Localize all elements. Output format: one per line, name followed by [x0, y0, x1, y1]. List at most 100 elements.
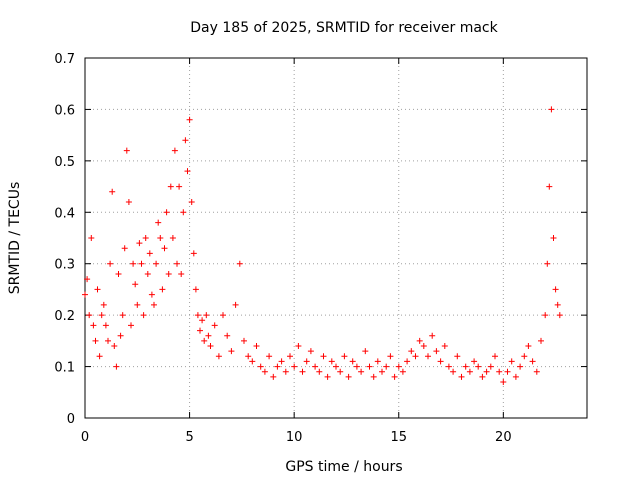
data-point [270, 373, 277, 380]
data-point [508, 358, 515, 365]
y-tick-label: 0.4 [54, 206, 75, 221]
data-point [128, 322, 134, 329]
data-point [148, 291, 155, 298]
data-point [266, 353, 273, 360]
data-point [299, 368, 306, 375]
data-point [274, 363, 281, 370]
data-point [538, 337, 544, 344]
data-point [552, 286, 559, 293]
data-point [366, 363, 373, 370]
y-tick-label: 0.5 [54, 155, 75, 170]
data-point [176, 183, 183, 190]
data-point [548, 106, 555, 113]
data-point [161, 245, 168, 252]
data-point [157, 235, 164, 241]
data-point [546, 183, 553, 190]
data-point [125, 199, 132, 205]
data-point [445, 363, 452, 370]
grid-lines [85, 58, 587, 418]
x-tick-label: 20 [495, 430, 512, 445]
data-point [550, 235, 557, 241]
data-point [236, 260, 243, 267]
data-point [180, 209, 187, 216]
data-point [165, 271, 172, 277]
data-point [115, 271, 122, 277]
data-point [345, 373, 352, 380]
data-point [408, 348, 415, 355]
data-point [433, 348, 440, 355]
data-point [475, 363, 482, 370]
data-point [86, 312, 93, 319]
data-point [199, 317, 206, 324]
data-point [387, 353, 394, 360]
data-point [320, 353, 327, 360]
chart-title: Day 185 of 2025, SRMTID for receiver mac… [190, 20, 498, 36]
data-point [178, 271, 185, 277]
data-point [525, 343, 532, 349]
data-point [84, 276, 91, 283]
data-point [383, 363, 390, 370]
data-point [188, 199, 195, 205]
data-point [92, 337, 99, 344]
data-point [374, 358, 381, 365]
data-point [404, 358, 411, 365]
data-point [500, 379, 507, 385]
data-point [121, 245, 128, 252]
data-point [105, 337, 111, 344]
data-point [136, 240, 143, 247]
data-point [186, 116, 193, 123]
data-point [479, 373, 486, 380]
data-point [341, 353, 348, 360]
y-tick-label: 0.1 [54, 361, 75, 376]
data-point [324, 373, 331, 380]
data-point [119, 312, 126, 319]
data-point [261, 368, 268, 375]
data-point [556, 312, 563, 319]
data-point [312, 363, 319, 370]
data-point [379, 368, 385, 375]
data-point [370, 373, 377, 380]
data-point [391, 373, 398, 380]
data-point [307, 348, 314, 355]
data-point [153, 260, 160, 267]
data-point [182, 137, 189, 144]
data-point [192, 286, 199, 293]
data-point [316, 368, 323, 375]
data-point [111, 343, 118, 349]
data-point [174, 260, 180, 267]
data-point [287, 353, 293, 360]
data-point [512, 373, 519, 380]
data-point [544, 260, 551, 267]
plot-frame [84, 57, 588, 419]
data-point [437, 358, 444, 365]
axis-ticks: 0 0.1 0.2 0.3 0.4 0.5 0.6 0.7 0 5 10 15 20 [54, 52, 587, 445]
data-point [257, 363, 264, 370]
data-point [232, 301, 239, 308]
data-point [441, 343, 448, 349]
data-point [117, 332, 124, 339]
y-axis-title: SRMTID / TECUs [7, 182, 23, 295]
data-point [349, 358, 356, 365]
data-point [253, 343, 260, 349]
data-point [167, 183, 174, 190]
data-point [278, 358, 285, 365]
data-point [554, 301, 561, 308]
data-point [425, 353, 431, 360]
data-point [358, 368, 365, 375]
data-point [220, 312, 226, 319]
data-point [100, 301, 107, 308]
data-point [471, 358, 478, 365]
data-point [90, 322, 97, 329]
data-point [462, 363, 469, 370]
data-point [163, 209, 170, 216]
data-point [241, 337, 247, 344]
data-point [529, 358, 536, 365]
y-tick-label: 0 [67, 412, 75, 427]
data-point [337, 368, 344, 375]
x-axis-title: GPS time / hours [285, 459, 402, 475]
data-point [130, 260, 137, 267]
data-point [132, 281, 139, 288]
data-point [171, 147, 178, 154]
data-point [190, 250, 197, 257]
data-point [420, 343, 427, 349]
